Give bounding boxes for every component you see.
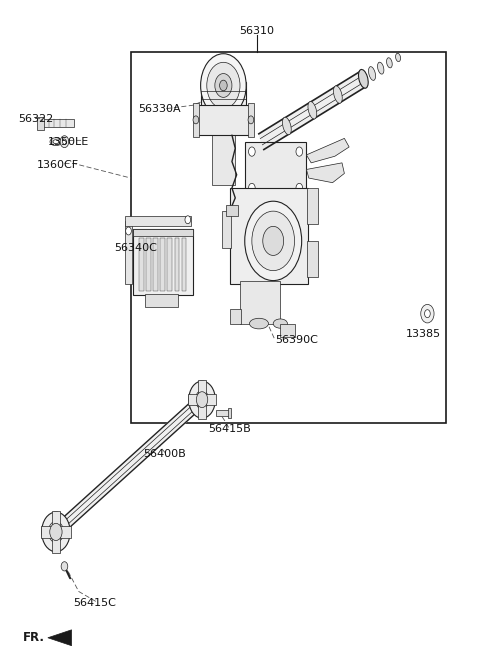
- Bar: [229, 188, 308, 284]
- Circle shape: [61, 562, 68, 571]
- Bar: [52, 511, 60, 553]
- Bar: [133, 229, 192, 235]
- Bar: [222, 211, 230, 247]
- Ellipse shape: [250, 318, 268, 329]
- Polygon shape: [259, 71, 366, 149]
- Circle shape: [48, 522, 63, 542]
- Bar: [146, 237, 151, 291]
- Ellipse shape: [378, 62, 384, 74]
- Ellipse shape: [308, 101, 317, 119]
- Ellipse shape: [334, 86, 342, 103]
- Text: 1350LE: 1350LE: [48, 137, 89, 147]
- Circle shape: [219, 80, 227, 91]
- Circle shape: [195, 390, 209, 409]
- Circle shape: [215, 73, 232, 97]
- Text: 56400B: 56400B: [143, 449, 185, 459]
- Bar: [216, 410, 229, 416]
- Bar: [280, 323, 295, 337]
- Text: 56415C: 56415C: [73, 598, 116, 608]
- Circle shape: [424, 309, 430, 317]
- Bar: [153, 237, 158, 291]
- Circle shape: [263, 226, 284, 255]
- Bar: [175, 237, 179, 291]
- Circle shape: [249, 147, 255, 156]
- Circle shape: [196, 392, 208, 408]
- Bar: [229, 309, 241, 323]
- Bar: [131, 53, 446, 423]
- Polygon shape: [306, 138, 349, 163]
- Circle shape: [252, 211, 295, 271]
- Polygon shape: [306, 163, 344, 183]
- Ellipse shape: [386, 58, 392, 68]
- Circle shape: [207, 62, 240, 109]
- Circle shape: [185, 215, 191, 223]
- Text: 1360CF: 1360CF: [37, 160, 79, 170]
- Bar: [37, 117, 44, 130]
- Ellipse shape: [359, 69, 368, 88]
- Ellipse shape: [62, 139, 66, 144]
- Text: 56310: 56310: [239, 25, 274, 35]
- Ellipse shape: [273, 319, 288, 328]
- Circle shape: [189, 381, 216, 418]
- Bar: [125, 215, 191, 226]
- Bar: [139, 237, 144, 291]
- Bar: [188, 394, 216, 405]
- Ellipse shape: [396, 53, 401, 61]
- Bar: [125, 221, 132, 284]
- Bar: [240, 281, 280, 323]
- Bar: [245, 141, 306, 198]
- Text: FR.: FR.: [23, 631, 45, 644]
- Bar: [212, 135, 235, 185]
- Bar: [198, 380, 206, 420]
- Ellipse shape: [60, 135, 69, 147]
- Circle shape: [421, 304, 434, 323]
- Circle shape: [126, 227, 132, 235]
- Bar: [41, 526, 71, 538]
- Bar: [248, 103, 254, 137]
- Circle shape: [245, 201, 301, 281]
- Text: 56340C: 56340C: [114, 243, 157, 253]
- Circle shape: [249, 183, 255, 193]
- Bar: [307, 188, 318, 224]
- Circle shape: [296, 147, 302, 156]
- Bar: [307, 241, 318, 277]
- Ellipse shape: [53, 139, 59, 143]
- Bar: [228, 408, 231, 418]
- Text: 56322: 56322: [18, 113, 53, 123]
- Bar: [133, 229, 192, 295]
- Polygon shape: [53, 394, 204, 538]
- Bar: [197, 105, 250, 135]
- Ellipse shape: [282, 117, 291, 135]
- Text: 56390C: 56390C: [276, 335, 318, 345]
- Bar: [192, 103, 199, 137]
- Text: 56330A: 56330A: [138, 103, 180, 113]
- Bar: [168, 237, 172, 291]
- Bar: [43, 119, 74, 127]
- Text: 13385: 13385: [406, 329, 441, 338]
- Bar: [160, 237, 165, 291]
- Circle shape: [248, 116, 254, 124]
- Text: 56415B: 56415B: [208, 424, 251, 434]
- Bar: [226, 205, 238, 216]
- Circle shape: [296, 183, 302, 193]
- Ellipse shape: [369, 67, 375, 81]
- Polygon shape: [48, 630, 72, 646]
- Circle shape: [193, 116, 199, 124]
- Circle shape: [42, 512, 70, 552]
- Bar: [181, 237, 186, 291]
- Circle shape: [50, 524, 62, 540]
- Ellipse shape: [50, 137, 62, 145]
- Bar: [201, 82, 246, 109]
- Bar: [145, 293, 179, 307]
- Circle shape: [201, 54, 246, 117]
